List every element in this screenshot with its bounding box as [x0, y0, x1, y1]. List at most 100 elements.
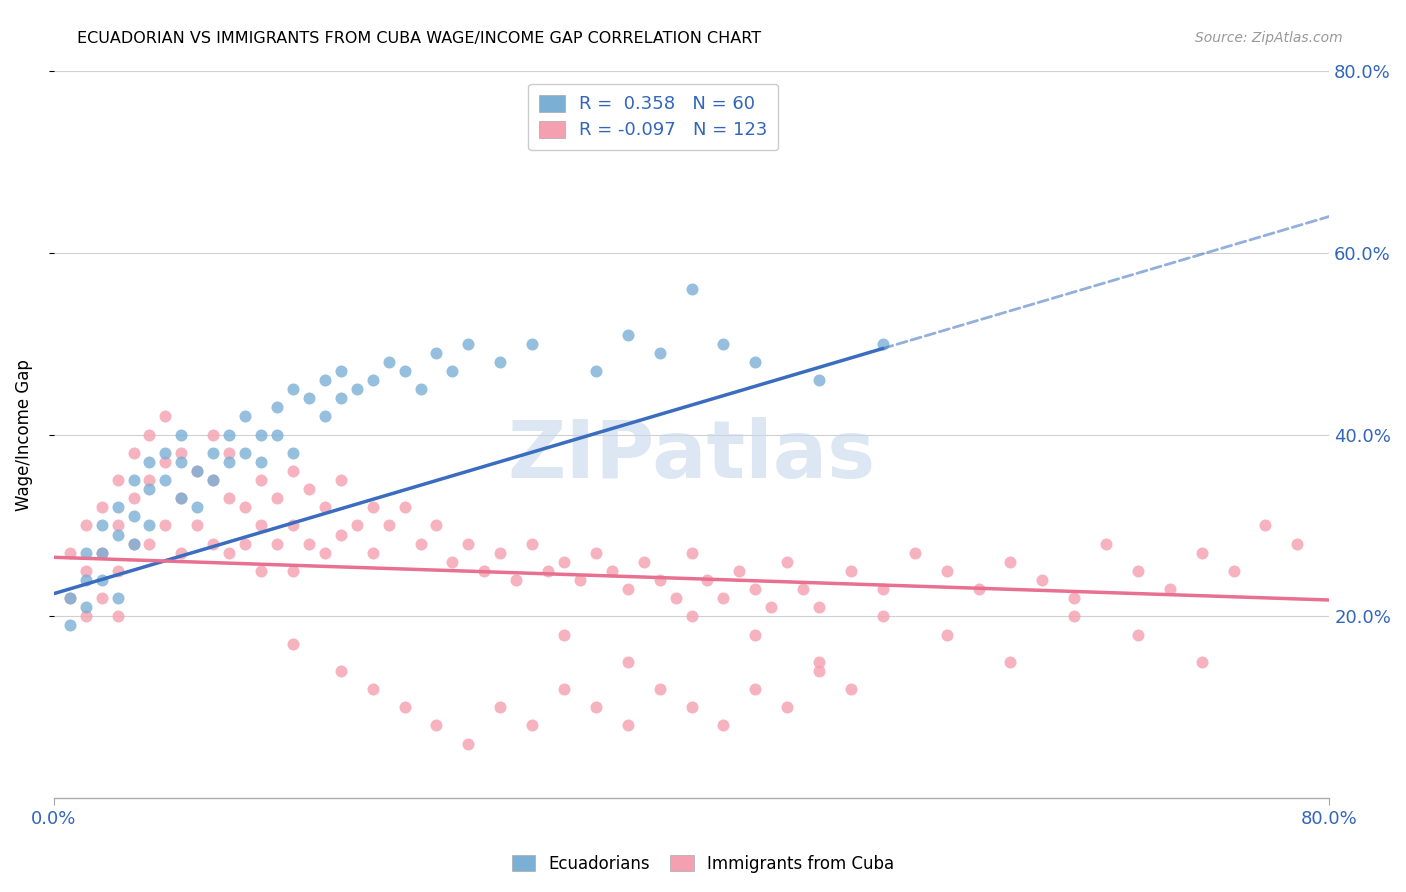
Point — [904, 546, 927, 560]
Point — [1095, 536, 1118, 550]
Point — [1222, 564, 1244, 578]
Point — [75, 518, 97, 533]
Point — [155, 446, 177, 460]
Text: ECUADORIAN VS IMMIGRANTS FROM CUBA WAGE/INCOME GAP CORRELATION CHART: ECUADORIAN VS IMMIGRANTS FROM CUBA WAGE/… — [77, 31, 762, 46]
Point — [441, 555, 464, 569]
Point — [90, 546, 112, 560]
Point — [170, 427, 193, 442]
Point — [250, 427, 273, 442]
Point — [218, 546, 240, 560]
Point — [346, 518, 368, 533]
Point — [361, 373, 384, 387]
Point — [314, 409, 336, 424]
Point — [281, 518, 304, 533]
Point — [616, 655, 638, 669]
Point — [138, 455, 160, 469]
Point — [377, 355, 399, 369]
Point — [250, 564, 273, 578]
Point — [1286, 536, 1309, 550]
Point — [361, 500, 384, 515]
Point — [186, 464, 208, 478]
Point — [553, 555, 575, 569]
Point — [489, 546, 512, 560]
Point — [361, 682, 384, 697]
Point — [409, 382, 432, 396]
Point — [713, 591, 735, 606]
Text: ZIPatlas: ZIPatlas — [508, 417, 876, 495]
Point — [713, 718, 735, 732]
Point — [202, 536, 225, 550]
Point — [122, 473, 145, 487]
Point — [681, 700, 703, 714]
Point — [472, 564, 495, 578]
Point — [233, 409, 256, 424]
Point — [202, 446, 225, 460]
Point — [776, 555, 799, 569]
Point — [266, 401, 288, 415]
Point — [107, 500, 129, 515]
Point — [170, 455, 193, 469]
Point — [377, 518, 399, 533]
Point — [537, 564, 560, 578]
Point — [616, 718, 638, 732]
Point — [409, 536, 432, 550]
Legend: Ecuadorians, Immigrants from Cuba: Ecuadorians, Immigrants from Cuba — [505, 848, 901, 880]
Point — [59, 546, 82, 560]
Point — [218, 491, 240, 506]
Point — [1126, 564, 1149, 578]
Point — [122, 536, 145, 550]
Point — [298, 391, 321, 405]
Point — [361, 546, 384, 560]
Point — [186, 518, 208, 533]
Point — [233, 446, 256, 460]
Point — [233, 500, 256, 515]
Point — [138, 473, 160, 487]
Point — [138, 482, 160, 496]
Point — [281, 637, 304, 651]
Point — [90, 546, 112, 560]
Point — [59, 591, 82, 606]
Point — [681, 609, 703, 624]
Point — [808, 664, 831, 678]
Point — [792, 582, 814, 596]
Point — [872, 336, 894, 351]
Point — [281, 446, 304, 460]
Point — [616, 582, 638, 596]
Point — [329, 527, 352, 541]
Point — [314, 546, 336, 560]
Point — [425, 518, 447, 533]
Point — [218, 427, 240, 442]
Point — [935, 627, 957, 641]
Point — [186, 464, 208, 478]
Legend: R =  0.358   N = 60, R = -0.097   N = 123: R = 0.358 N = 60, R = -0.097 N = 123 — [529, 84, 778, 150]
Point — [394, 500, 416, 515]
Point — [616, 327, 638, 342]
Point — [266, 491, 288, 506]
Point — [585, 700, 607, 714]
Point — [298, 482, 321, 496]
Point — [90, 573, 112, 587]
Point — [1191, 655, 1213, 669]
Point — [90, 591, 112, 606]
Point — [696, 573, 718, 587]
Point — [170, 491, 193, 506]
Point — [441, 364, 464, 378]
Point — [107, 591, 129, 606]
Point — [520, 336, 543, 351]
Point — [75, 564, 97, 578]
Point — [744, 682, 766, 697]
Point — [122, 491, 145, 506]
Point — [250, 455, 273, 469]
Point — [808, 655, 831, 669]
Point — [75, 600, 97, 615]
Point — [75, 573, 97, 587]
Point — [505, 573, 527, 587]
Point — [314, 373, 336, 387]
Point — [967, 582, 990, 596]
Point — [138, 427, 160, 442]
Point — [744, 582, 766, 596]
Point — [489, 700, 512, 714]
Point — [1031, 573, 1053, 587]
Point — [155, 518, 177, 533]
Point — [75, 546, 97, 560]
